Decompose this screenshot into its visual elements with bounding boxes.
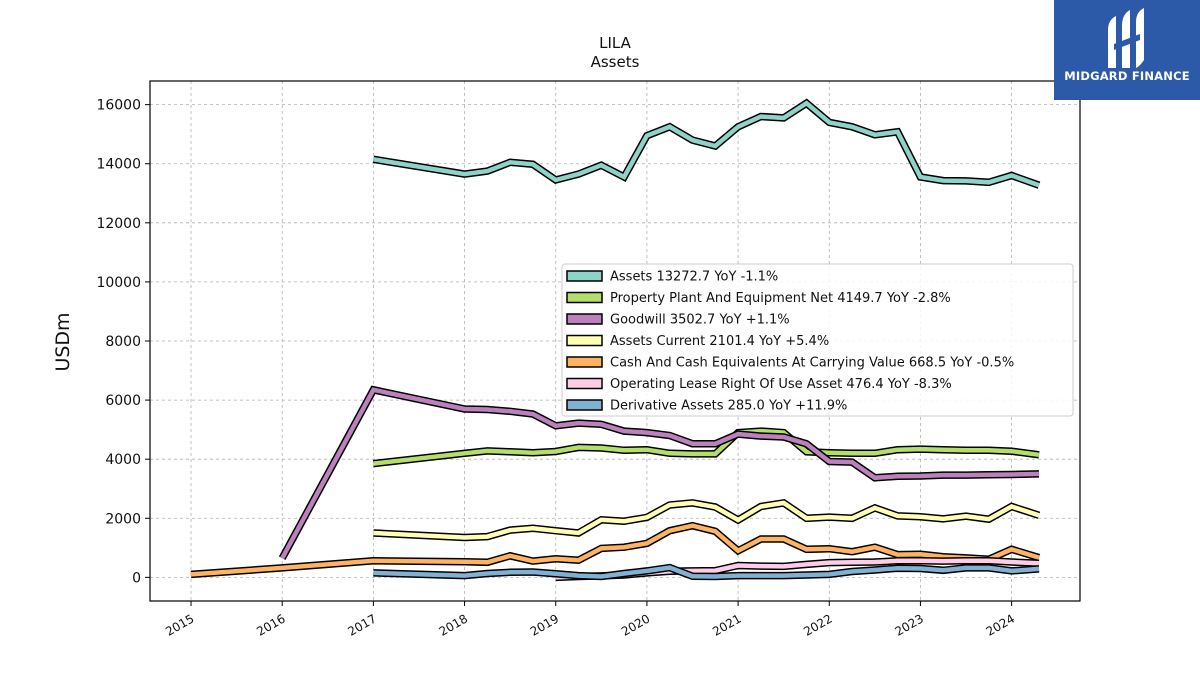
chart-title: LILA bbox=[599, 34, 631, 52]
brand-mark-icon bbox=[1108, 8, 1144, 68]
y-tick-label: 2000 bbox=[105, 511, 141, 527]
legend-swatch-0 bbox=[566, 270, 603, 282]
legend-label-6: Derivative Assets 285.0 YoY +11.9% bbox=[610, 399, 847, 414]
x-tick-label: 2017 bbox=[345, 611, 378, 638]
series-line-0 bbox=[373, 100, 1040, 188]
series-line-3 bbox=[373, 500, 1040, 540]
legend-label-0: Assets 13272.7 YoY -1.1% bbox=[610, 270, 778, 285]
x-tick-label: 2019 bbox=[528, 611, 561, 638]
y-tick-label: 0 bbox=[132, 570, 141, 586]
legend-label-2: Goodwill 3502.7 YoY +1.1% bbox=[610, 313, 790, 328]
y-tick-label: 10000 bbox=[96, 275, 141, 291]
y-tick-label: 4000 bbox=[105, 452, 141, 468]
brand-name: MIDGARD FINANCE bbox=[1064, 69, 1190, 83]
y-tick-label: 6000 bbox=[105, 393, 141, 409]
legend-swatch-6 bbox=[566, 399, 603, 411]
chart-subtitle: Assets bbox=[591, 53, 640, 71]
legend-swatch-3 bbox=[566, 334, 603, 347]
legend: Assets 13272.7 YoY -1.1% Property Plant A… bbox=[561, 263, 1074, 417]
legend-swatch-4 bbox=[566, 356, 603, 368]
x-tick-label: 2021 bbox=[710, 611, 743, 638]
legend-box bbox=[561, 263, 1074, 417]
series-line-2 bbox=[280, 387, 1040, 560]
legend-swatch-2 bbox=[566, 313, 603, 325]
brand-logo: MIDGARD FINANCE bbox=[1054, 0, 1200, 100]
y-axis-label: USDm bbox=[52, 312, 74, 371]
legend-swatch-1 bbox=[566, 291, 603, 304]
legend-label-5: Operating Lease Right Of Use Asset 476.4… bbox=[610, 377, 952, 392]
y-tick-label: 8000 bbox=[105, 334, 141, 350]
x-tick-label: 2016 bbox=[254, 611, 287, 638]
x-tick-label: 2024 bbox=[984, 611, 1017, 638]
series-layer bbox=[190, 98, 1041, 582]
x-tick-label: 2023 bbox=[892, 611, 925, 638]
legend-label-1: Property Plant And Equipment Net 4149.7 … bbox=[610, 291, 951, 306]
y-tick-label: 16000 bbox=[96, 98, 141, 114]
x-tick-label: 2022 bbox=[801, 611, 834, 638]
legend-swatch-5 bbox=[566, 377, 603, 390]
y-tick-label: 14000 bbox=[96, 157, 141, 173]
y-tick-label: 12000 bbox=[96, 216, 141, 232]
x-tick-label: 2015 bbox=[163, 611, 196, 638]
series-line-4 bbox=[190, 523, 1040, 577]
x-tick-label: 2020 bbox=[619, 611, 652, 638]
x-tick-label: 2018 bbox=[437, 611, 470, 638]
series-line-6 bbox=[373, 565, 1040, 579]
legend-label-3: Assets Current 2101.4 YoY +5.4% bbox=[610, 334, 829, 349]
legend-label-4: Cash And Cash Equivalents At Carrying Va… bbox=[610, 356, 1014, 371]
